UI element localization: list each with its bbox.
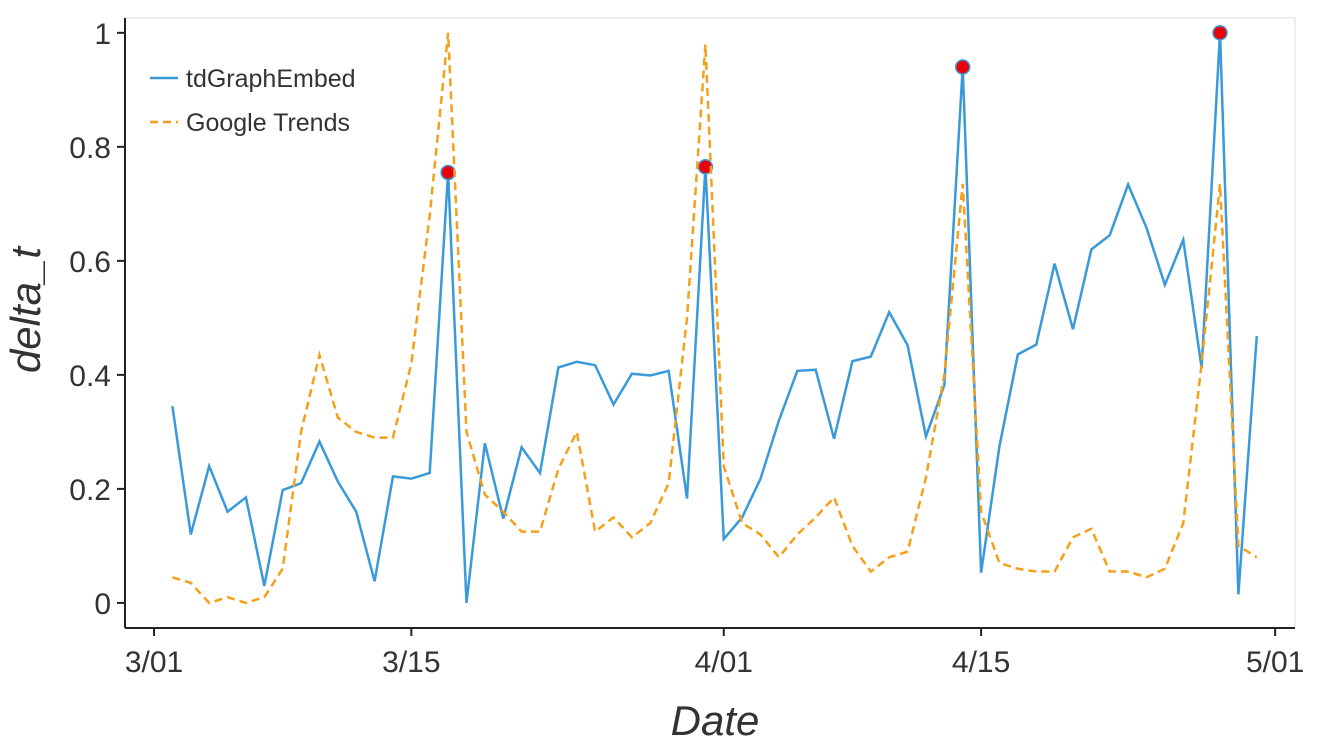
peak-marker bbox=[440, 164, 456, 181]
y-axis-label: delta_t bbox=[2, 245, 49, 373]
x-tick-label: 4/01 bbox=[695, 646, 753, 679]
series-line bbox=[171, 32, 1259, 604]
x-tick-label: 5/01 bbox=[1246, 646, 1304, 679]
y-tick-label: 0.4 bbox=[69, 360, 111, 393]
y-tick-label: 0.2 bbox=[69, 474, 111, 507]
x-tick-label: 3/01 bbox=[125, 646, 183, 679]
x-tick-label: 3/15 bbox=[382, 646, 440, 679]
y-tick-label: 0.8 bbox=[69, 132, 111, 165]
x-axis-label: Date bbox=[671, 697, 760, 744]
series-line bbox=[172, 32, 1258, 605]
y-tick-label: 0.6 bbox=[69, 246, 111, 279]
y-tick-label: 0 bbox=[94, 588, 111, 621]
peak-marker bbox=[1212, 25, 1228, 41]
y-tick-label: 1 bbox=[94, 18, 111, 51]
legend-label: tdGraphEmbed bbox=[186, 65, 356, 93]
x-tick-label: 4/15 bbox=[952, 646, 1010, 679]
peak-marker bbox=[954, 59, 971, 75]
legend-label: Google Trends bbox=[186, 109, 350, 137]
